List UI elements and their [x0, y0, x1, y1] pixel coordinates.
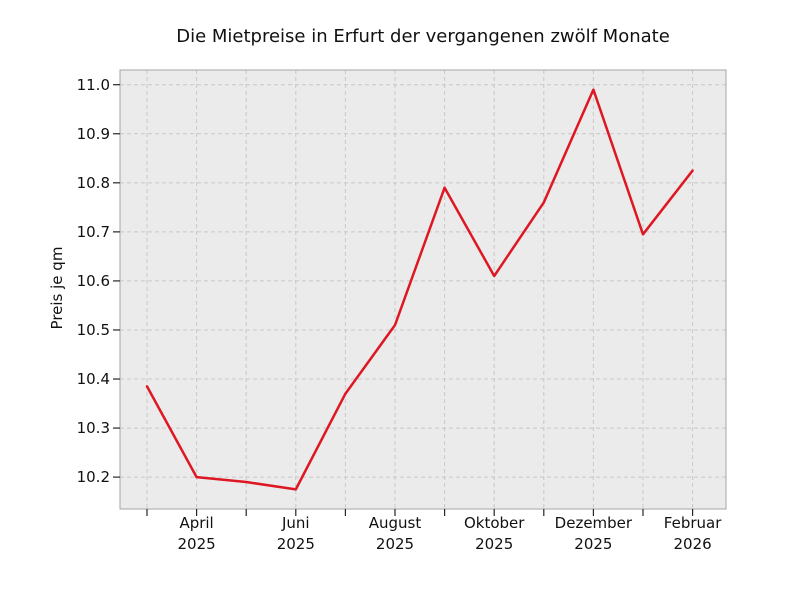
y-tick-label: 10.6 — [76, 271, 110, 290]
x-tick-label: Juni 2025 — [276, 514, 315, 553]
y-tick-label: 10.7 — [76, 222, 110, 241]
y-tick-label: 10.2 — [76, 468, 110, 487]
y-tick-label: 10.3 — [76, 419, 110, 438]
y-tick-label: 10.4 — [76, 370, 110, 389]
x-tick-label: April 2025 — [177, 514, 216, 553]
y-tick-label: 10.8 — [76, 173, 110, 192]
x-tick-label: Dezember 2025 — [554, 514, 633, 553]
x-tick-label: August 2025 — [368, 514, 422, 553]
plot-background — [120, 70, 726, 509]
x-tick-label: Oktober 2025 — [463, 514, 525, 553]
chart-title: Die Mietpreise in Erfurt der vergangenen… — [176, 26, 670, 47]
y-tick-label: 11.0 — [76, 75, 110, 94]
y-tick-label: 10.9 — [76, 124, 110, 143]
y-tick-label: 10.5 — [76, 320, 110, 339]
x-tick-label: Februar 2026 — [663, 514, 722, 553]
axes-spines — [119, 69, 727, 510]
rent-price-line — [145, 88, 694, 491]
